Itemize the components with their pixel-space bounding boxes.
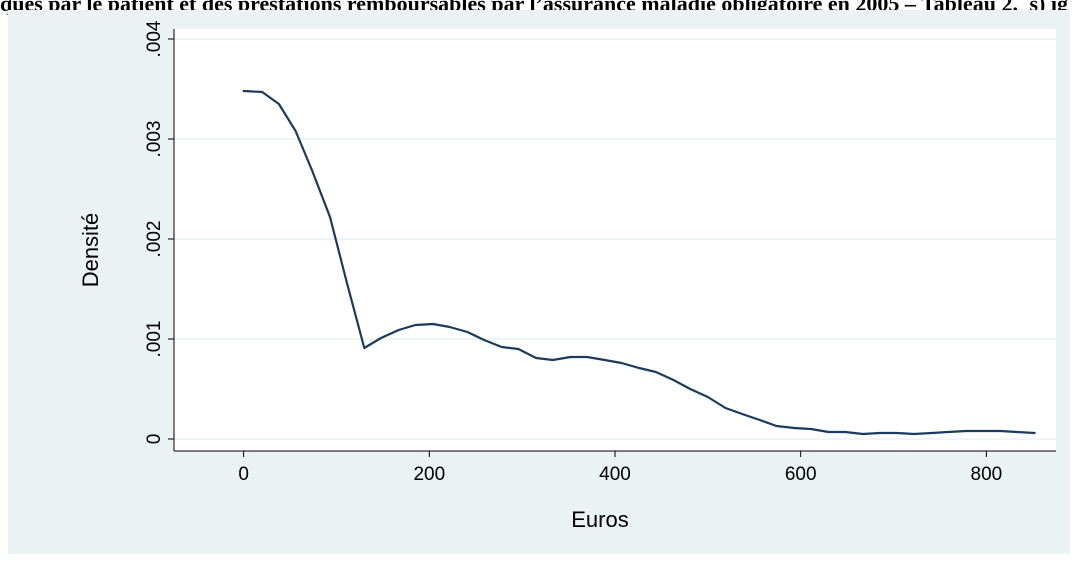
- x-tick-label: 600: [785, 464, 817, 485]
- y-tick-label: .001: [144, 321, 165, 358]
- x-tick-label: 400: [599, 464, 631, 485]
- x-tick-label: 0: [238, 464, 249, 485]
- density-curve: [242, 89, 1036, 436]
- y-tick-label: 0: [144, 434, 165, 445]
- plot-area: [174, 29, 1056, 451]
- x-tick-label: 200: [413, 464, 445, 485]
- x-tick-label: 800: [971, 464, 1003, 485]
- y-tick-label: .003: [144, 121, 165, 158]
- x-axis-title: Euros: [571, 507, 628, 532]
- y-tick-label: .002: [144, 221, 165, 258]
- y-tick-label: .004: [144, 20, 165, 57]
- y-axis-title: Densité: [78, 213, 103, 288]
